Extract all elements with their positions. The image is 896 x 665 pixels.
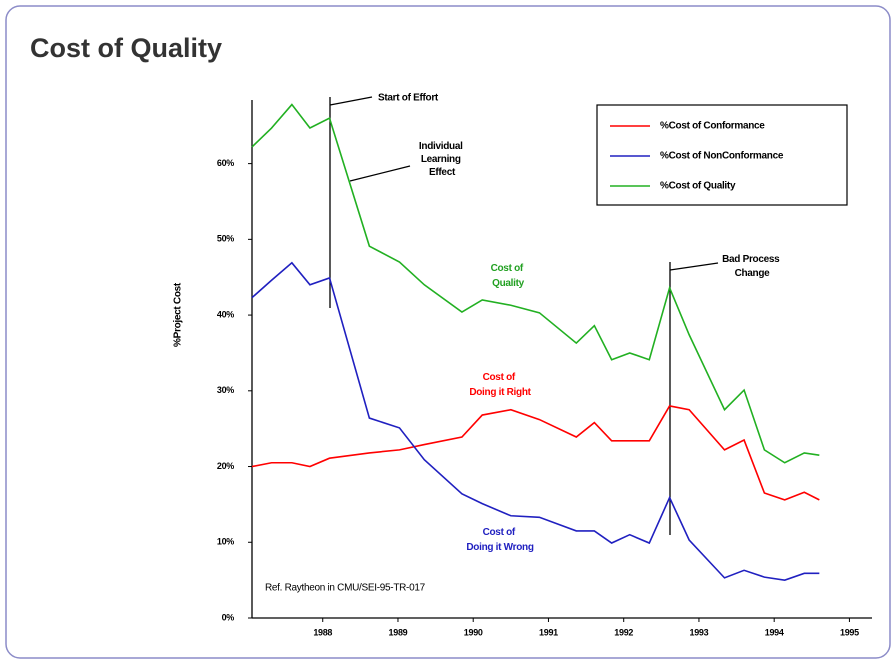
annotation: Cost of Doing it Right [469, 372, 531, 398]
chart-title: Cost of Quality [30, 33, 222, 63]
annotation-lines [329, 96, 719, 535]
x-tick-label: 1994 [765, 627, 784, 637]
legend-label: %Cost of Quality [660, 181, 736, 192]
x-tick-label: 1991 [539, 627, 558, 637]
y-tick-label: 30% [217, 385, 234, 395]
series-line [251, 405, 820, 501]
y-tick-label: 20% [217, 461, 234, 471]
annotation: Cost of Quality [491, 263, 526, 289]
leader [349, 165, 411, 182]
legend: %Cost of Conformance %Cost of NonConforma… [596, 104, 848, 206]
legend-label: %Cost of Conformance [660, 121, 765, 132]
leader [329, 96, 373, 106]
x-tick-label: 1995 [840, 627, 859, 637]
annotation: Cost of Doing it Wrong [466, 527, 533, 553]
series-line [251, 103, 820, 464]
leader [669, 262, 719, 271]
y-axis-label: %Project Cost [173, 282, 184, 347]
slide-frame [5, 5, 891, 659]
series-line [251, 261, 820, 581]
annotation: Ref. Raytheon in CMU/SEI-95-TR-017 [265, 583, 426, 594]
y-tick-label: 40% [217, 309, 234, 319]
y-tick-label: 50% [217, 234, 234, 244]
x-tick-label: 1989 [389, 627, 408, 637]
x-tick-label: 1993 [690, 627, 709, 637]
annotation: Bad Process Change [722, 254, 782, 279]
y-tick-label: 0% [222, 612, 235, 622]
annotation: Individual Learning Effect [419, 141, 465, 178]
legend-box [596, 104, 848, 206]
legend-label: %Cost of NonConformance [660, 151, 784, 162]
y-tick-label: 60% [217, 158, 234, 168]
annotation: Start of Effort [378, 93, 439, 104]
x-tick-label: 1990 [464, 627, 483, 637]
x-tick-label: 1992 [614, 627, 633, 637]
x-tick-label: 1988 [313, 627, 332, 637]
y-tick-label: 10% [217, 537, 234, 547]
